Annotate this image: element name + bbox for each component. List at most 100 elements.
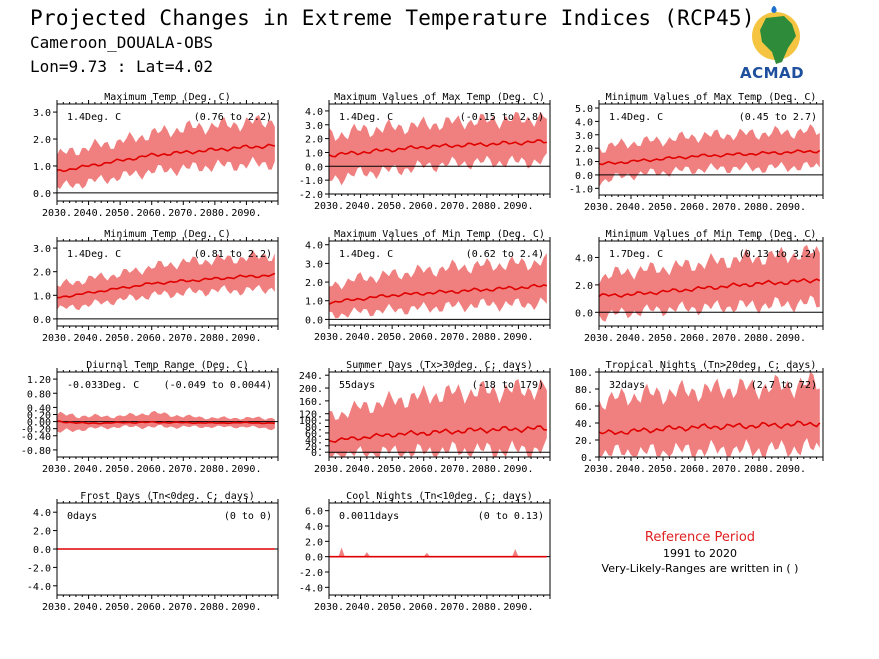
africa-map-logo-icon	[752, 6, 800, 64]
x-tick-label: 2080.	[472, 464, 502, 475]
x-tick-label: 2090.	[231, 602, 261, 613]
panel-value: 0.0011days	[339, 511, 399, 522]
y-tick-label: 6.0	[305, 507, 323, 518]
median-line-8	[598, 420, 821, 436]
y-tick-label: 100.	[569, 368, 593, 379]
x-tick-label: 2030.	[314, 464, 344, 475]
panel-title: Maximum Values of Min Temp (Deg. C)	[334, 229, 545, 240]
y-tick-label: 0.0	[33, 189, 51, 200]
y-tick-label: 4.0	[575, 253, 593, 264]
panel-title: Diurnal Temp Range (Deg. C)	[86, 360, 249, 371]
x-tick-label: 2030.	[314, 201, 344, 212]
panel-frame	[598, 240, 824, 327]
y-tick-label: -4.0	[299, 583, 323, 594]
x-tick-label: 2030.	[314, 332, 344, 343]
x-tick-label: 2030.	[584, 202, 614, 213]
panel-range: (-0.049 to 0.0044)	[164, 380, 272, 391]
panel-range: (0 to 0)	[224, 511, 272, 522]
acmad-logo-text: ACMAD	[740, 64, 805, 82]
x-tick-label: 2090.	[503, 464, 533, 475]
x-tick-label: 2060.	[409, 332, 439, 343]
range-band-10	[329, 547, 547, 557]
panel-frame	[328, 502, 551, 596]
median-line-3	[56, 272, 276, 299]
y-tick-label: 4.0	[305, 241, 323, 252]
x-tick-label: 2080.	[200, 464, 230, 475]
x-tick-label: 2070.	[440, 332, 470, 343]
x-tick-label: 2090.	[231, 464, 261, 475]
panel-frame	[56, 103, 279, 202]
x-tick-label: 2050.	[105, 333, 135, 344]
panel-value: 1.4Deg. C	[339, 112, 393, 123]
x-tick-label: 2080.	[744, 464, 774, 475]
x-tick-label: 2040.	[616, 464, 646, 475]
range-note: Very-Likely-Ranges are written in ( )	[601, 562, 799, 575]
station-name: Cameroon_DOUALA-OBS	[30, 33, 214, 52]
panel-frame	[598, 103, 824, 196]
y-tick-label: 2.0	[305, 278, 323, 289]
panel-value: 1.4Deg. C	[339, 249, 393, 260]
x-tick-label: 2080.	[472, 332, 502, 343]
y-tick-label: -0.80	[21, 446, 51, 457]
x-tick-label: 2090.	[503, 332, 533, 343]
x-tick-label: 2090.	[776, 333, 806, 344]
median-line-0	[56, 143, 276, 173]
panel-title: Cool Nights (Tn<10deg. C; days)	[346, 491, 533, 502]
range-band-7	[329, 378, 547, 457]
y-tick-label: 1.0	[33, 291, 51, 302]
y-tick-label: 3.0	[305, 259, 323, 270]
y-tick-label: 100.	[299, 416, 323, 427]
y-tick-label: 0.0	[575, 308, 593, 319]
y-tick-label: 2.0	[33, 135, 51, 146]
x-tick-label: 2070.	[168, 464, 198, 475]
y-tick-label: 5.0	[575, 104, 593, 115]
y-tick-label: 80.	[575, 385, 593, 396]
y-tick-label: 40.	[575, 419, 593, 430]
x-tick-label: 2060.	[137, 464, 167, 475]
y-tick-label: 1.0	[305, 148, 323, 159]
x-tick-label: 2070.	[168, 208, 198, 219]
x-tick-label: 2060.	[137, 602, 167, 613]
x-tick-label: 2060.	[409, 464, 439, 475]
y-tick-label: 60.	[305, 429, 323, 440]
x-tick-label: 2070.	[440, 201, 470, 212]
panel-title: Minimum Values of Min Temp (Deg. C)	[606, 229, 817, 240]
panel-title: Minimum Temp (Deg. C)	[104, 229, 230, 240]
y-tick-label: 2.0	[575, 144, 593, 155]
x-tick-label: 2090.	[776, 202, 806, 213]
y-tick-label: 80.	[305, 423, 323, 434]
y-tick-label: 1.0	[305, 297, 323, 308]
y-tick-label: 1.20	[27, 375, 51, 386]
panel-range: (-18 to 179)	[472, 380, 544, 391]
x-tick-label: 2030.	[314, 602, 344, 613]
y-tick-label: -4.0	[27, 582, 51, 593]
x-tick-label: 2030.	[584, 464, 614, 475]
y-tick-label: 4.0	[33, 508, 51, 519]
y-tick-label: 40.	[305, 435, 323, 446]
reference-period-range: 1991 to 2020	[662, 547, 738, 560]
x-tick-label: 2040.	[346, 201, 376, 212]
y-tick-label: -0.20	[21, 425, 51, 436]
y-tick-label: 20.	[575, 436, 593, 447]
y-tick-label: 120.	[299, 410, 323, 421]
x-tick-label: 2070.	[168, 602, 198, 613]
x-tick-label: 2060.	[137, 208, 167, 219]
panel-title: Frost Days (Tn<0deg. C; days)	[80, 491, 255, 502]
x-tick-label: 2030.	[42, 333, 72, 344]
x-tick-label: 2070.	[712, 333, 742, 344]
x-tick-label: 2080.	[472, 201, 502, 212]
median-line-5	[598, 277, 821, 298]
y-tick-label: 0.0	[305, 553, 323, 564]
panel-frame	[328, 103, 551, 195]
range-band-5	[599, 244, 820, 322]
panel-value: 0days	[67, 511, 97, 522]
range-band-0	[57, 114, 275, 190]
range-band-3	[57, 249, 275, 311]
x-tick-label: 2080.	[472, 602, 502, 613]
panel-value: 55days	[339, 380, 375, 391]
x-tick-label: 2060.	[680, 202, 710, 213]
x-tick-label: 2030.	[584, 333, 614, 344]
x-tick-label: 2090.	[231, 208, 261, 219]
x-tick-label: 2050.	[105, 464, 135, 475]
